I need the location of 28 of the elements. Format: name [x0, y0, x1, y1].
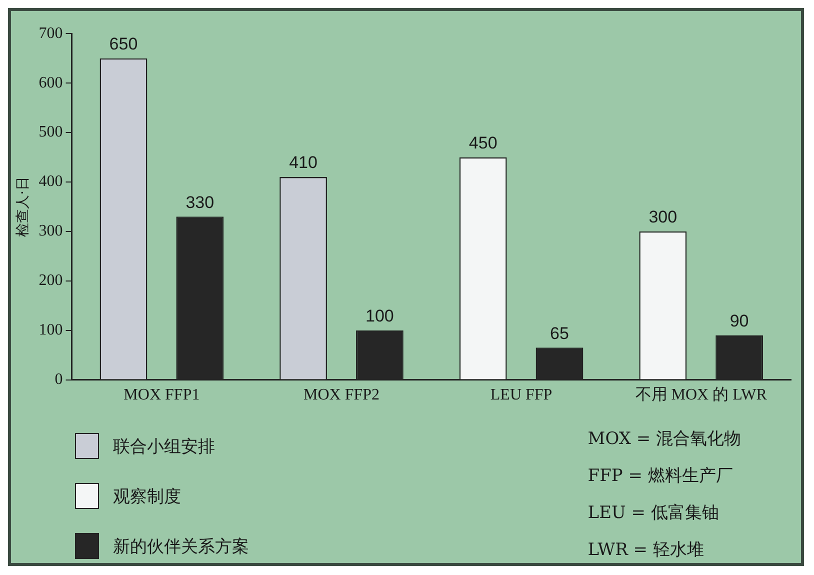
text: LEU = 低富集铀 [588, 502, 720, 525]
legend-label: 联合小组安排 [113, 436, 215, 458]
data-label: 100 [366, 306, 394, 326]
x-tick-label: LEU FFP [490, 386, 552, 404]
x-tick-label: MOX FFP1 [124, 386, 200, 404]
text: MOX = 混合氧化物 [588, 428, 741, 451]
y-tick-label: 300 [38, 222, 63, 240]
legend-label: 新的伙伴关系方案 [113, 536, 249, 558]
x-tick-label: 不用 MOX 的 LWR [635, 386, 768, 404]
data-label: 330 [186, 192, 214, 212]
y-tick-label: 400 [38, 173, 63, 190]
data-label: 90 [730, 311, 749, 330]
y-tick-label: 600 [38, 74, 63, 92]
y-tick-label: 500 [38, 124, 63, 141]
x-tick-label: MOX FFP2 [303, 386, 380, 404]
data-label: 300 [648, 208, 678, 227]
text: LWR = 轻水堆 [588, 539, 705, 562]
y-axis-title: 检查人·日 [15, 176, 32, 237]
data-label: 650 [109, 34, 138, 54]
y-tick-label: 100 [38, 322, 63, 339]
text: FFP = 燃料生产厂 [588, 465, 734, 488]
legend-label: 观察制度 [113, 486, 181, 508]
data-label: 450 [468, 133, 498, 152]
y-tick-label: 700 [38, 24, 63, 42]
y-tick-label: 0 [54, 371, 63, 388]
data-label: 65 [550, 324, 569, 343]
y-tick-label: 200 [38, 272, 63, 290]
data-label: 410 [289, 153, 318, 172]
